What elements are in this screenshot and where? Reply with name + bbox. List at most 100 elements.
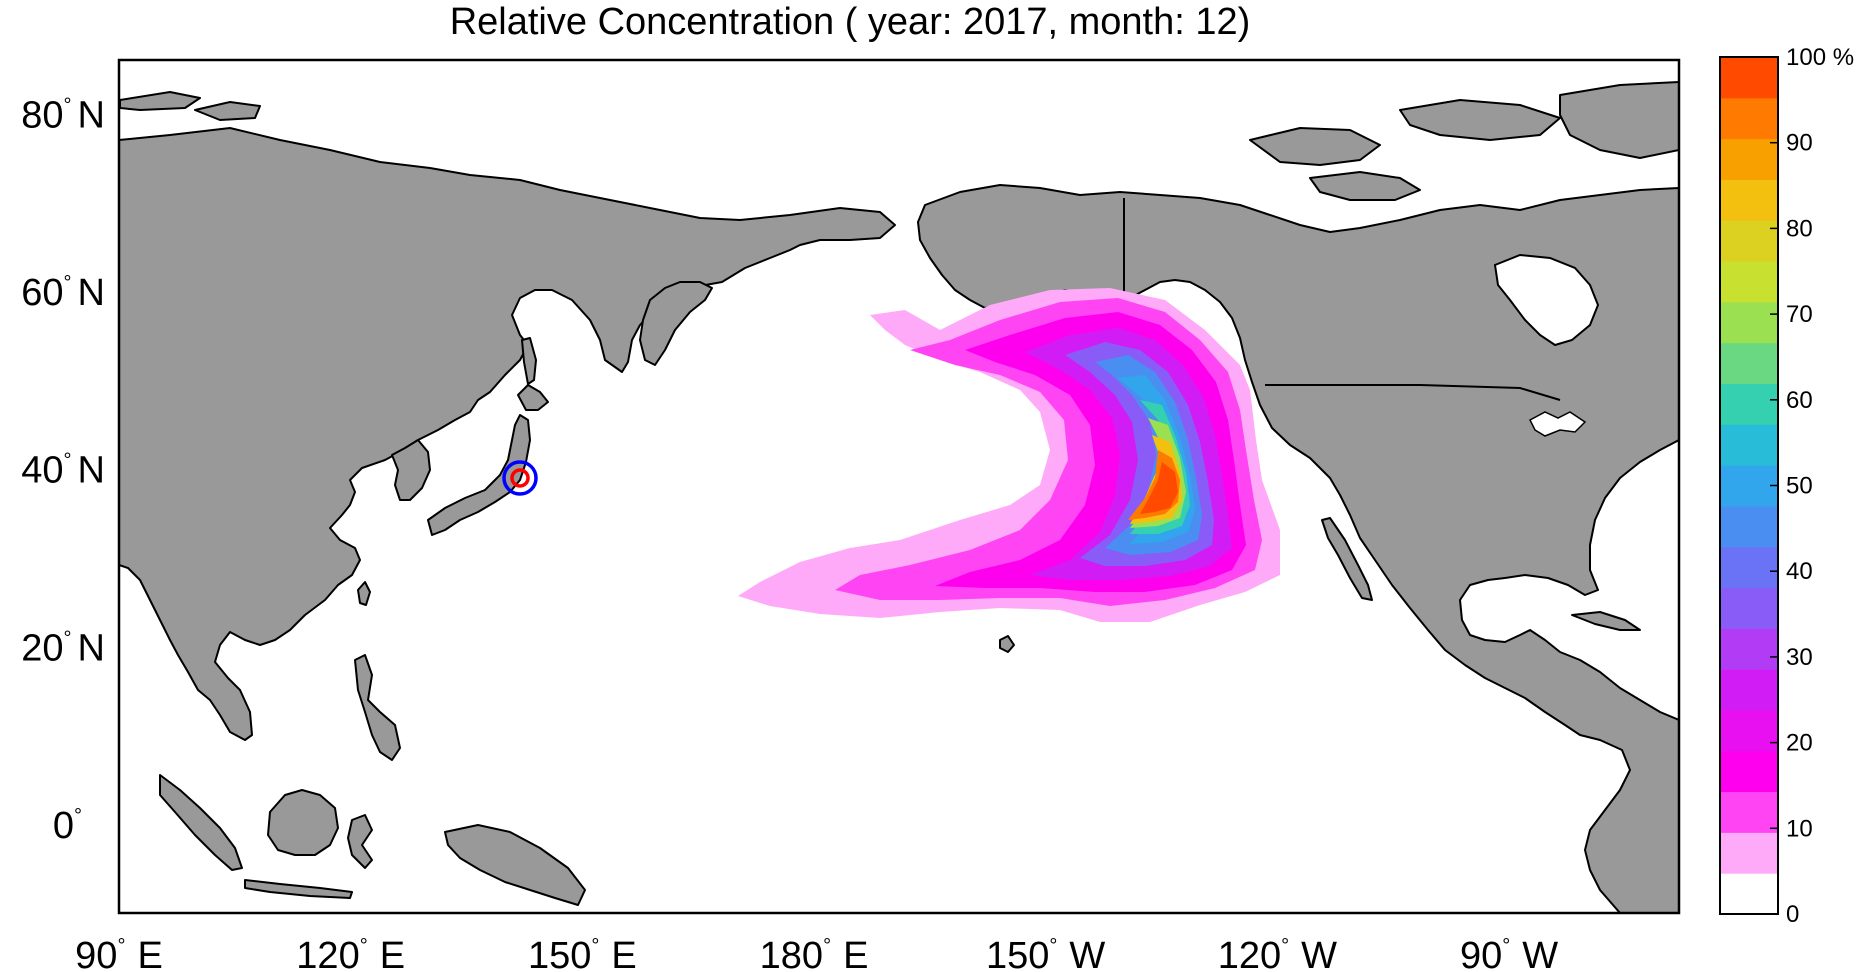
land-arctic-island-3 (1559, 81, 1679, 159)
colorbar-band (1720, 546, 1778, 589)
lon-tick-direction: W (1522, 935, 1558, 972)
lat-tick-hemisphere: N (78, 94, 105, 136)
colorbar-band (1720, 301, 1778, 344)
lon-tick-value: 120 (1218, 935, 1281, 972)
land-asia (119, 127, 896, 741)
colorbar-band (1720, 873, 1778, 915)
lat-tick-hemisphere: N (78, 450, 105, 492)
lat-tick-value: 40 (21, 450, 63, 492)
lon-tick-degree: ° (823, 935, 831, 957)
lat-tick-value: 0 (53, 805, 74, 847)
colorbar-tick-label: 20 (1786, 730, 1813, 757)
land-arctic-island-4 (1309, 171, 1421, 201)
lon-tick-value: 90 (1460, 935, 1502, 972)
lat-tick-degree: ° (64, 94, 72, 116)
lon-tick-value: 90 (75, 935, 117, 972)
land-layer (119, 81, 1679, 913)
land-arctic-island-1 (1249, 127, 1381, 166)
colorbar-band (1720, 832, 1778, 874)
colorbar-band (1720, 57, 1778, 99)
lon-tick-degree: ° (360, 935, 368, 957)
colorbar-band (1720, 750, 1778, 793)
colorbar-band (1720, 342, 1778, 384)
land-hawaii (999, 635, 1015, 653)
water-hudson-bay (1493, 253, 1600, 347)
colorbar-tick-label: 80 (1786, 215, 1813, 242)
land-cuba (1571, 611, 1641, 631)
land-sakhalin (521, 337, 537, 385)
lon-tick-direction: W (1301, 935, 1337, 972)
colorbar-band (1720, 383, 1778, 425)
lon-tick-value: 150 (528, 935, 591, 972)
lon-tick-label: 90° W (1460, 935, 1558, 972)
colorbar-tick-label: 10 (1786, 815, 1813, 842)
lon-tick-degree: ° (1502, 935, 1510, 957)
colorbar-tick-label: 30 (1786, 644, 1813, 671)
border-us-canada (1265, 384, 1561, 401)
map-title: Relative Concentration ( year: 2017, mon… (449, 1, 1251, 43)
colorbar-band (1720, 587, 1778, 629)
plot-frame (117, 58, 1681, 915)
lon-tick-degree: ° (117, 935, 125, 957)
land-siberia-island (194, 101, 261, 121)
lat-tick-label: 40° N (21, 450, 105, 492)
land-java (244, 879, 353, 899)
lon-tick-direction: E (611, 935, 636, 972)
colorbar-band (1720, 138, 1778, 180)
lat-tick-hemisphere: N (78, 627, 105, 669)
colorbar-band (1720, 709, 1778, 752)
colorbar-tick-label: 60 (1786, 387, 1813, 414)
lon-tick-degree: ° (1281, 935, 1289, 957)
colorbar-tick-label: 100 % (1786, 44, 1854, 71)
colorbar-band (1720, 424, 1778, 466)
colorbar: 0 10 20 30 40 50 60 70 80 90 100 % (1719, 44, 1854, 928)
lat-tick-degree: ° (74, 805, 82, 827)
colorbar-band (1720, 628, 1778, 670)
colorbar-tick-label: 90 (1786, 130, 1813, 157)
land-philippines (354, 654, 401, 761)
colorbar-band (1720, 465, 1778, 507)
land-sumatra (159, 774, 243, 871)
land-arctic-island-2 (1399, 99, 1561, 141)
lon-tick-value: 150 (986, 935, 1049, 972)
lon-tick-label: 120° E (296, 935, 405, 972)
land-baja (1321, 517, 1373, 601)
colorbar-band (1720, 179, 1778, 221)
lat-tick-degree: ° (64, 627, 72, 649)
lon-tick-label: 180° E (760, 935, 869, 972)
lon-tick-direction: E (137, 935, 162, 972)
colorbar-band (1720, 791, 1778, 833)
lon-tick-label: 90° E (75, 935, 163, 972)
colorbar-tick-label: 0 (1786, 901, 1799, 928)
lon-tick-direction: W (1069, 935, 1105, 972)
source-marker (502, 460, 538, 496)
longitude-axis: 90° E 120° E 150° E 180° E 150° W 120° W 90° W (75, 935, 1558, 972)
lon-tick-value: 180 (760, 935, 823, 972)
latitude-axis: 80° N60° N40° N20° N0° (21, 94, 105, 847)
lon-tick-direction: E (380, 935, 405, 972)
colorbar-tick-label: 50 (1786, 473, 1813, 500)
lat-tick-label: 80° N (21, 94, 105, 136)
lon-tick-degree: ° (591, 935, 599, 957)
land-taiwan (357, 581, 371, 606)
colorbar-band (1720, 261, 1778, 303)
land-japan (427, 414, 531, 536)
land-borneo (267, 789, 339, 856)
source-marker-inner-ring (510, 468, 530, 488)
lon-tick-direction: E (843, 935, 868, 972)
lat-tick-label: 60° N (21, 272, 105, 314)
lon-tick-value: 120 (296, 935, 359, 972)
source-marker-outer-ring (502, 460, 538, 496)
lat-tick-value: 60 (21, 272, 63, 314)
lat-tick-hemisphere: N (78, 272, 105, 314)
water-great-lakes (1529, 411, 1587, 437)
lon-tick-label: 150° E (528, 935, 637, 972)
land-new-guinea (444, 824, 586, 906)
lat-tick-label: 0° (53, 805, 82, 847)
lat-tick-degree: ° (64, 450, 72, 472)
colorbar-band (1720, 505, 1778, 548)
colorbar-band (1720, 97, 1778, 140)
colorbar-tick-label: 70 (1786, 301, 1813, 328)
land-sulawesi (347, 814, 373, 869)
